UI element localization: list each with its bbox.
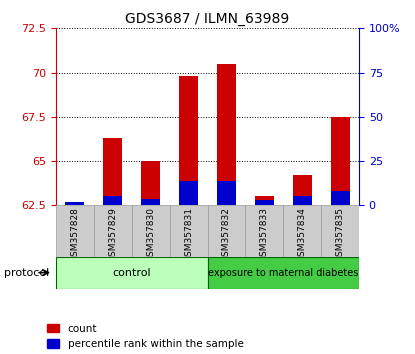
Text: GSM357830: GSM357830 bbox=[146, 207, 155, 262]
Bar bbox=[331, 117, 349, 205]
Text: control: control bbox=[112, 268, 151, 278]
Bar bbox=[141, 161, 160, 205]
Bar bbox=[66, 202, 84, 205]
Text: GSM357835: GSM357835 bbox=[336, 207, 344, 262]
Bar bbox=[283, 205, 321, 257]
Bar bbox=[208, 257, 359, 289]
Bar bbox=[293, 196, 312, 205]
Bar bbox=[141, 199, 160, 205]
Bar bbox=[56, 205, 94, 257]
Legend: count, percentile rank within the sample: count, percentile rank within the sample bbox=[47, 324, 244, 349]
Bar bbox=[179, 181, 198, 205]
Bar bbox=[66, 204, 84, 205]
Bar bbox=[103, 138, 122, 205]
Text: GSM357829: GSM357829 bbox=[108, 207, 117, 262]
Text: GSM357834: GSM357834 bbox=[298, 207, 307, 262]
Bar bbox=[255, 196, 274, 205]
Text: GSM357833: GSM357833 bbox=[260, 207, 269, 262]
Title: GDS3687 / ILMN_63989: GDS3687 / ILMN_63989 bbox=[125, 12, 290, 26]
Text: protocol: protocol bbox=[4, 268, 49, 278]
Bar bbox=[170, 205, 208, 257]
Bar bbox=[217, 64, 236, 205]
Text: GSM357832: GSM357832 bbox=[222, 207, 231, 262]
Text: GSM357828: GSM357828 bbox=[71, 207, 79, 262]
Bar bbox=[132, 205, 170, 257]
Bar bbox=[217, 181, 236, 205]
Bar bbox=[208, 205, 245, 257]
Bar bbox=[255, 200, 274, 205]
Bar bbox=[331, 191, 349, 205]
Text: exposure to maternal diabetes: exposure to maternal diabetes bbox=[208, 268, 359, 278]
Bar bbox=[245, 205, 283, 257]
Bar bbox=[321, 205, 359, 257]
Text: GSM357831: GSM357831 bbox=[184, 207, 193, 262]
Bar bbox=[103, 196, 122, 205]
Bar bbox=[179, 76, 198, 205]
Bar bbox=[293, 175, 312, 205]
Bar bbox=[94, 205, 132, 257]
Bar bbox=[56, 257, 208, 289]
